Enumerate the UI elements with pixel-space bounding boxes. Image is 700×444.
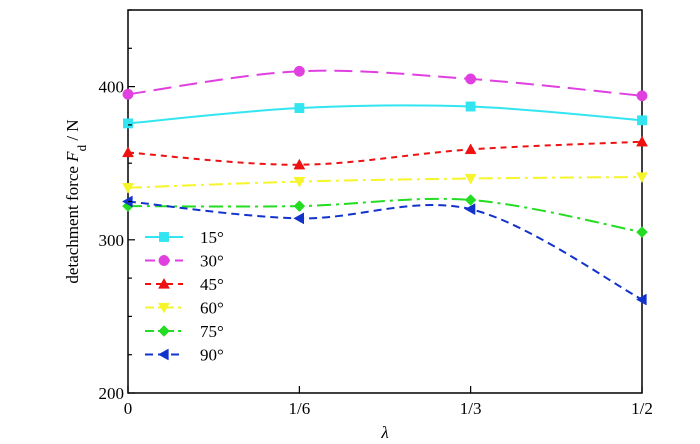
- data-point: [121, 195, 133, 208]
- data-point: [122, 146, 134, 158]
- data-point: [293, 65, 305, 77]
- series-3: [122, 135, 648, 170]
- y-axis-label-symbol: F: [63, 151, 82, 163]
- data-point: [122, 183, 134, 194]
- x-tick-label: 1/2: [631, 399, 653, 418]
- y-tick-label: 400: [99, 78, 125, 97]
- data-point: [637, 115, 647, 126]
- legend-entry: 45°: [145, 275, 224, 294]
- data-point: [122, 88, 134, 100]
- series-line: [127, 140, 643, 166]
- series-line: [127, 175, 643, 189]
- legend-label: 60°: [200, 299, 224, 318]
- data-point: [293, 158, 306, 170]
- y-axis-label-suffix: / N: [63, 119, 82, 145]
- legend-marker: [159, 232, 169, 242]
- series-layer: [121, 65, 648, 306]
- axis-ticks: [127, 9, 643, 394]
- data-point: [464, 194, 477, 206]
- legend-marker: [157, 348, 169, 361]
- y-axis-label: detachment force Fd / N: [63, 119, 89, 283]
- data-point: [293, 212, 305, 225]
- data-point: [294, 103, 305, 113]
- legend-marker: [158, 255, 170, 266]
- series-6: [121, 195, 647, 306]
- data-point: [293, 200, 306, 212]
- data-point: [636, 135, 648, 147]
- legend-entry: 60°: [145, 299, 224, 318]
- series-line: [127, 104, 643, 125]
- data-point: [464, 203, 476, 216]
- legend-label: 45°: [200, 275, 224, 294]
- legend-entry: 90°: [145, 346, 224, 365]
- series-line: [127, 200, 643, 301]
- tick-labels: 200 300 400 0 1/6 1/3 1/2: [99, 78, 653, 418]
- legend-label: 90°: [200, 346, 224, 365]
- legend: 15° 30° 45° 60° 75° 90°: [145, 228, 224, 365]
- y-tick-label: 200: [99, 384, 125, 403]
- x-tick-label: 0: [124, 399, 133, 418]
- data-point: [465, 73, 477, 85]
- legend-label: 15°: [200, 228, 224, 247]
- series-4: [122, 172, 648, 194]
- legend-marker: [158, 277, 170, 289]
- series-2: [122, 65, 648, 102]
- series-1: [123, 101, 647, 129]
- data-point: [464, 173, 477, 185]
- data-point: [636, 226, 648, 238]
- x-tick-label: 1/3: [460, 399, 482, 418]
- data-point: [464, 143, 477, 155]
- series-line: [127, 197, 643, 234]
- y-axis-label-prefix: detachment force: [63, 162, 82, 284]
- series-line: [127, 69, 643, 97]
- y-tick-label: 300: [99, 231, 125, 250]
- series-5: [122, 194, 648, 238]
- legend-label: 75°: [200, 322, 224, 341]
- legend-marker: [158, 325, 170, 337]
- y-axis-label-subscript: d: [74, 144, 89, 151]
- x-tick-label: 1/6: [289, 399, 311, 418]
- x-axis-label: λ: [380, 423, 388, 442]
- legend-label: 30°: [200, 252, 224, 271]
- data-point: [465, 101, 476, 112]
- data-point: [636, 90, 648, 102]
- data-point: [636, 172, 648, 184]
- data-point: [293, 176, 306, 188]
- data-point: [123, 118, 133, 129]
- legend-entry: 75°: [145, 322, 224, 341]
- legend-entry: 15°: [145, 228, 224, 247]
- legend-marker: [158, 302, 170, 314]
- legend-entry: 30°: [145, 252, 224, 271]
- data-point: [635, 293, 647, 306]
- plot-area: 15° 30° 45° 60° 75° 90°: [121, 9, 648, 394]
